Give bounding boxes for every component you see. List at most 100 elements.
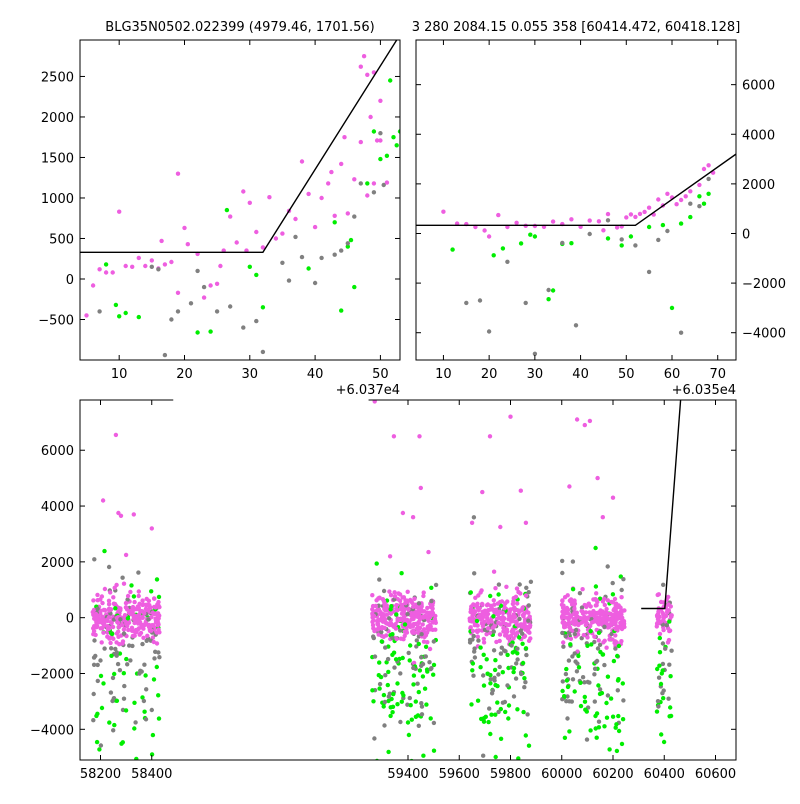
- data-point-green: [486, 719, 491, 725]
- x-offset-label: +6.037e4: [336, 383, 400, 398]
- data-point-magenta: [421, 590, 426, 595]
- data-point-magenta: [471, 612, 477, 617]
- x-tick-label: 30: [527, 367, 544, 382]
- data-point-green: [154, 577, 160, 582]
- data-point-magenta: [594, 591, 599, 596]
- data-point-magenta: [114, 615, 120, 621]
- data-point-green: [123, 310, 128, 316]
- data-point-magenta: [299, 159, 305, 164]
- data-point-magenta: [479, 601, 485, 607]
- data-point-magenta: [658, 599, 664, 605]
- data-point-magenta: [214, 281, 220, 286]
- data-point-gray: [561, 644, 566, 649]
- data-point-magenta: [475, 634, 480, 639]
- data-point-magenta: [580, 587, 585, 592]
- data-point-gray: [481, 753, 486, 758]
- data-point-green: [95, 711, 100, 716]
- data-point-magenta: [501, 629, 506, 634]
- data-point-gray: [582, 680, 587, 685]
- data-point-magenta: [423, 633, 429, 638]
- data-point-green: [428, 716, 433, 721]
- data-point-magenta: [100, 498, 106, 503]
- data-point-magenta: [107, 636, 112, 641]
- data-point-green: [121, 671, 127, 676]
- data-point-green: [132, 726, 137, 731]
- data-point-magenta: [572, 606, 577, 611]
- data-point-magenta: [145, 633, 150, 638]
- data-point-magenta: [110, 270, 115, 275]
- data-point-gray: [175, 309, 181, 314]
- data-point-gray: [656, 704, 661, 709]
- data-point-magenta: [593, 617, 598, 622]
- data-point-magenta: [473, 622, 478, 627]
- data-point-green: [628, 234, 634, 239]
- data-point-gray: [523, 680, 528, 685]
- data-point-magenta: [661, 616, 666, 621]
- data-point-gray: [496, 709, 501, 715]
- data-point-magenta: [280, 231, 285, 236]
- data-point-magenta: [588, 623, 593, 629]
- data-point-green: [660, 222, 666, 228]
- data-point-magenta: [654, 624, 659, 629]
- data-point-gray: [379, 629, 384, 635]
- chart-title: 3 280 2084.15 0.055 358 [60414.472, 6041…: [412, 20, 741, 35]
- data-point-magenta: [119, 622, 125, 628]
- data-point-gray: [573, 323, 579, 328]
- data-point-green: [505, 652, 510, 658]
- data-point-green: [668, 705, 673, 710]
- data-point-green: [655, 666, 660, 672]
- data-point-magenta: [579, 609, 585, 614]
- data-point-gray: [489, 691, 495, 696]
- data-point-magenta: [479, 588, 484, 593]
- data-point-gray: [153, 649, 158, 654]
- data-point-green: [589, 642, 594, 647]
- data-point-gray: [141, 698, 147, 704]
- data-point-gray: [419, 712, 425, 717]
- data-point-magenta: [601, 640, 606, 645]
- data-point-magenta: [123, 600, 129, 606]
- data-point-magenta: [382, 605, 387, 610]
- data-point-magenta: [102, 608, 108, 613]
- data-point-gray: [427, 660, 432, 665]
- x-tick-label: 60: [664, 367, 681, 382]
- data-point-green: [413, 699, 418, 704]
- data-point-magenta: [701, 166, 707, 172]
- data-point-green: [423, 644, 429, 649]
- data-point-gray: [371, 634, 376, 639]
- data-point-green: [470, 661, 476, 666]
- data-point-gray: [514, 661, 519, 666]
- data-point-gray: [419, 701, 424, 706]
- data-point-gray: [352, 214, 357, 219]
- data-point-gray: [319, 255, 324, 261]
- data-point-magenta: [596, 219, 602, 224]
- data-point-magenta: [384, 180, 390, 185]
- data-point-magenta: [527, 614, 532, 619]
- data-point-magenta: [175, 171, 181, 176]
- plot-area: [416, 153, 736, 356]
- data-point-magenta: [610, 637, 615, 642]
- data-point-magenta: [491, 569, 497, 574]
- y-tick-label: 6000: [41, 444, 74, 459]
- data-point-magenta: [370, 612, 375, 617]
- data-point-gray: [499, 645, 504, 650]
- data-point-gray: [405, 611, 410, 617]
- data-point-gray: [656, 675, 662, 680]
- data-point-green: [422, 686, 428, 691]
- data-point-green: [393, 657, 399, 662]
- data-point-gray: [476, 638, 481, 643]
- x-tick-label: 59400: [387, 767, 428, 782]
- data-point-green: [450, 247, 455, 252]
- axes-frame: [415, 39, 737, 361]
- data-point-green: [399, 571, 404, 576]
- data-point-magenta: [116, 634, 121, 639]
- data-point-magenta: [415, 605, 420, 610]
- data-point-green: [550, 288, 556, 293]
- data-point-green: [532, 234, 538, 239]
- data-point-gray: [605, 693, 611, 698]
- data-point-magenta: [512, 605, 517, 610]
- data-point-magenta: [417, 626, 422, 631]
- data-point-gray: [414, 638, 419, 643]
- y-tick-label: 4000: [742, 128, 775, 143]
- data-point-magenta: [409, 599, 414, 604]
- data-point-gray: [429, 598, 434, 604]
